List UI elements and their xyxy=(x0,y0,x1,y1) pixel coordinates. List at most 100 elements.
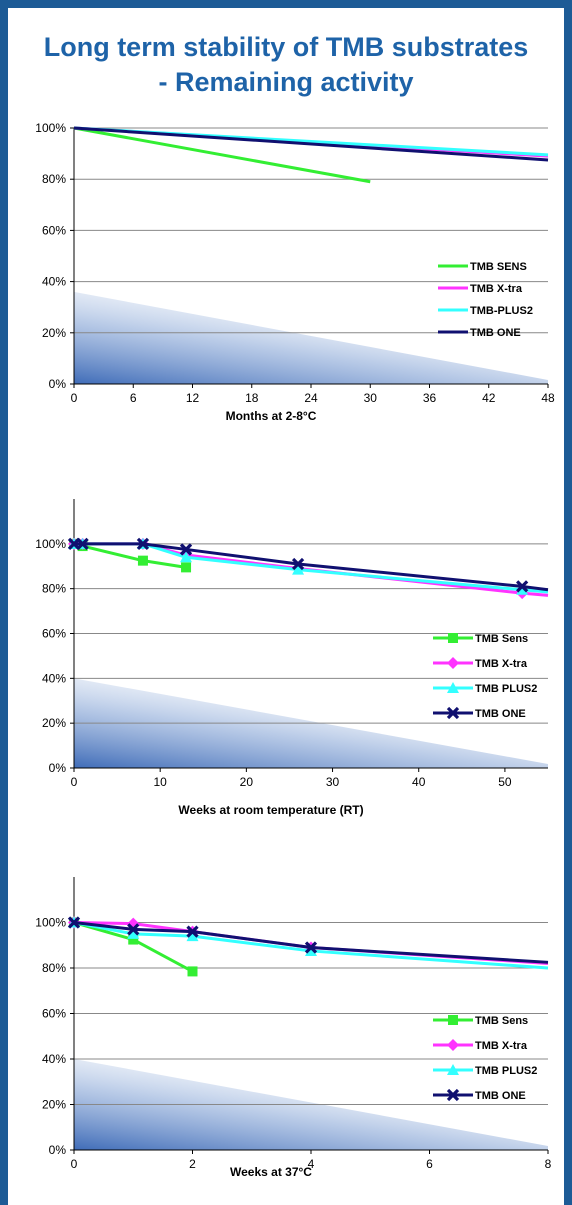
x-tick-label: 50 xyxy=(498,775,512,789)
plot-background-gradient xyxy=(74,291,548,384)
legend: TMB Sens TMB X-tra TMB PLUS2 TMB ONE xyxy=(433,633,537,720)
data-point xyxy=(304,941,318,954)
series-0 xyxy=(73,126,371,184)
series-line xyxy=(73,126,549,162)
y-tick-label: 80% xyxy=(42,582,66,596)
x-tick-label: 4 xyxy=(308,1157,315,1171)
data-point xyxy=(186,930,199,942)
x-tick-label: 0 xyxy=(71,1157,78,1171)
legend-label: TMB X-tra xyxy=(470,283,523,295)
legend-marker xyxy=(447,1064,459,1075)
legend-label: TMB ONE xyxy=(475,708,526,720)
y-tick-label: 100% xyxy=(35,916,66,930)
x-tick-label: 24 xyxy=(304,391,318,405)
data-point xyxy=(516,580,529,593)
x-tick-label: 6 xyxy=(130,391,137,405)
y-tick-label: 40% xyxy=(42,275,66,289)
data-point xyxy=(76,537,89,550)
series-line xyxy=(73,126,371,184)
data-point xyxy=(179,543,193,556)
x-tick-label: 40 xyxy=(412,775,426,789)
legend-label: TMB ONE xyxy=(475,1090,526,1102)
y-tick-label: 20% xyxy=(42,1098,66,1112)
data-point xyxy=(291,557,305,571)
data-point xyxy=(127,923,140,936)
legend-marker xyxy=(446,1088,460,1102)
data-point xyxy=(187,966,198,977)
chart-storage-2-8c: 0% 20% 40% 60% 80% 100% 0 6 12 18 24 30 36 42 48 Months… xyxy=(35,121,555,423)
page-title: Long term stability of TMB substrates - … xyxy=(8,30,564,100)
legend-marker xyxy=(447,682,459,693)
y-tick-label: 100% xyxy=(35,537,66,551)
legend-label: TMB ONE xyxy=(470,327,521,339)
legend: TMB SENS TMB X-tra TMB-PLUS2 TMB ONE xyxy=(438,261,533,339)
legend-label: TMB PLUS2 xyxy=(475,683,537,695)
data-point xyxy=(67,916,81,929)
y-tick-label: 20% xyxy=(42,326,66,340)
legend-label: TMB X-tra xyxy=(475,1040,528,1052)
legend-marker xyxy=(448,633,458,643)
legend-marker xyxy=(448,1015,458,1025)
series-line xyxy=(74,542,549,592)
legend-label: TMB Sens xyxy=(475,1015,528,1027)
x-tick-label: 30 xyxy=(326,775,340,789)
legend-marker xyxy=(447,657,459,669)
chart-storage-room-temperature: 0% 20% 40% 60% 80% 100% 0 10 20 30 40 50 Weeks at ro… xyxy=(35,499,549,817)
x-tick-label: 12 xyxy=(186,391,200,405)
y-tick-label: 0% xyxy=(49,761,67,775)
frame-top-border xyxy=(0,0,572,8)
data-point xyxy=(128,934,139,945)
y-tick-label: 40% xyxy=(42,1052,66,1066)
data-point xyxy=(127,917,140,930)
y-tick-label: 40% xyxy=(42,671,66,685)
frame-right-border xyxy=(564,0,572,1205)
legend-label: TMB X-tra xyxy=(475,658,528,670)
series-3 xyxy=(67,916,549,964)
y-tick-label: 60% xyxy=(42,627,66,641)
data-point xyxy=(305,944,317,956)
frame-left-border xyxy=(0,0,8,1205)
data-point xyxy=(127,927,140,939)
x-tick-label: 0 xyxy=(71,775,78,789)
x-tick-label: 8 xyxy=(545,1157,552,1171)
x-tick-label: 48 xyxy=(541,391,555,405)
data-point xyxy=(137,555,148,566)
x-axis-title: Weeks at room temperature (RT) xyxy=(178,803,363,817)
data-point xyxy=(516,583,529,595)
y-tick-label: 60% xyxy=(42,223,66,237)
data-point xyxy=(180,551,193,563)
x-tick-label: 30 xyxy=(364,391,378,405)
x-tick-label: 36 xyxy=(423,391,437,405)
y-tick-label: 80% xyxy=(42,172,66,186)
title-line-2: - Remaining activity xyxy=(158,67,414,97)
series-3 xyxy=(73,126,549,162)
y-tick-label: 0% xyxy=(49,1143,67,1157)
gridlines: 0% 20% 40% 60% 80% 100% xyxy=(35,121,548,391)
data-point xyxy=(186,925,199,938)
data-point xyxy=(292,563,305,575)
y-tick-label: 20% xyxy=(42,716,66,730)
legend: TMB Sens TMB X-tra TMB PLUS2 TMB ONE xyxy=(433,1015,537,1102)
legend-label: TMB Sens xyxy=(475,633,528,645)
series-3 xyxy=(67,537,549,593)
legend-marker xyxy=(446,706,460,720)
legend-marker xyxy=(447,1039,459,1051)
x-tick-label: 42 xyxy=(482,391,496,405)
y-tick-label: 0% xyxy=(49,377,67,391)
legend-label: TMB-PLUS2 xyxy=(470,305,533,317)
x-axis-title: Months at 2-8°C xyxy=(226,409,317,423)
legend-label: TMB SENS xyxy=(470,261,527,273)
x-axis-title: Weeks at 37°C xyxy=(230,1165,312,1179)
chart-storage-37c: 0% 20% 40% 60% 80% 100% 0 2 4 6 8 Weeks at 37°C TMB … xyxy=(35,877,552,1179)
y-tick-label: 100% xyxy=(35,121,66,135)
x-tick-label: 18 xyxy=(245,391,259,405)
legend-label: TMB PLUS2 xyxy=(475,1065,537,1077)
x-tick-label: 6 xyxy=(426,1157,433,1171)
series-line xyxy=(74,542,549,594)
x-tick-label: 10 xyxy=(154,775,168,789)
y-tick-label: 60% xyxy=(42,1007,66,1021)
x-tick-label: 2 xyxy=(189,1157,196,1171)
title-line-1: Long term stability of TMB substrates xyxy=(43,32,529,62)
y-tick-label: 80% xyxy=(42,961,66,975)
